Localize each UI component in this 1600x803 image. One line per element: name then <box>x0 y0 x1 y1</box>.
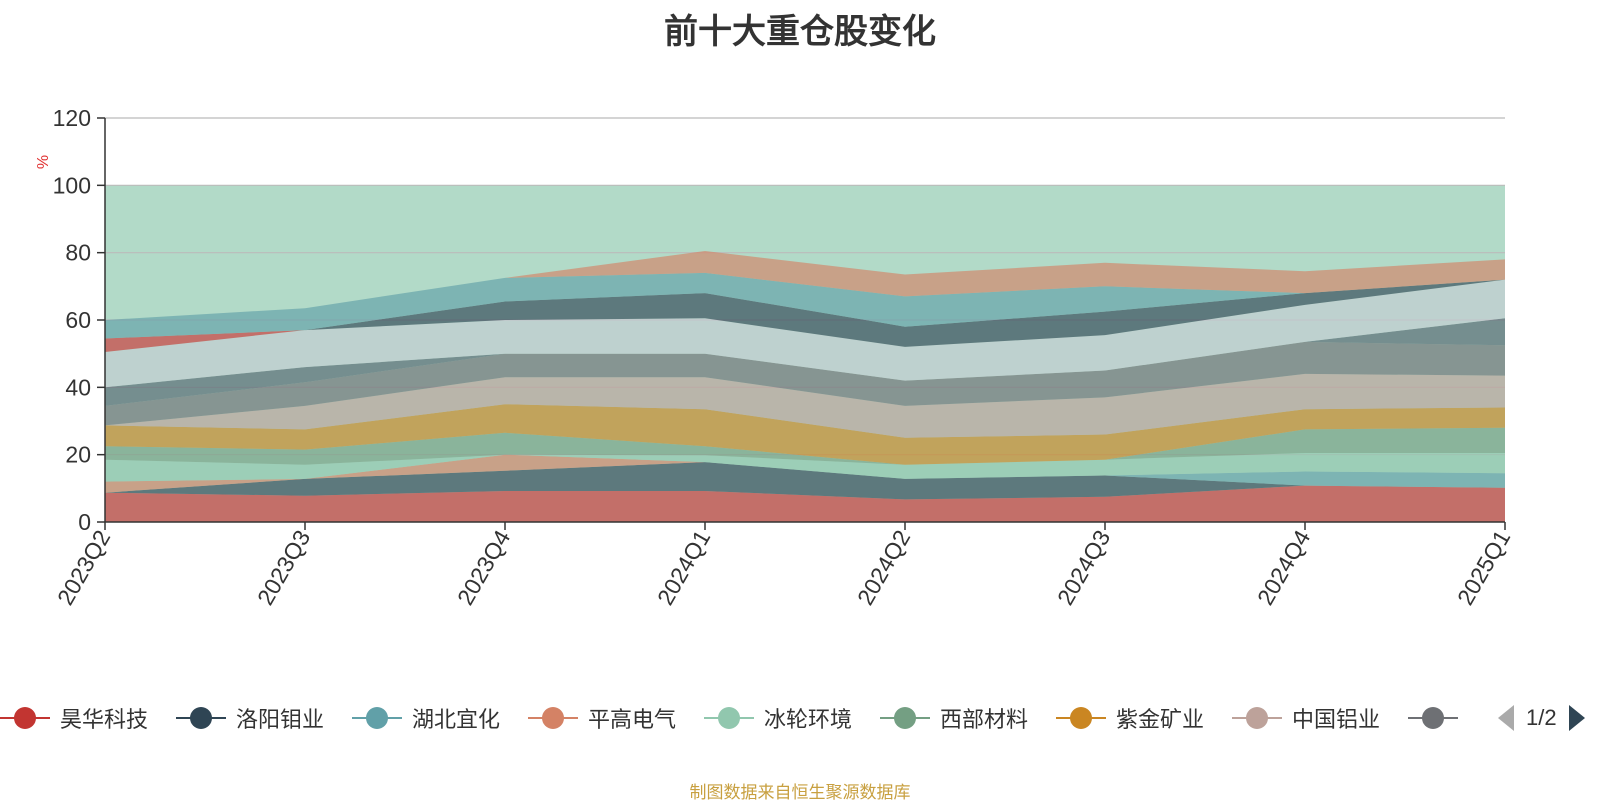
x-tick-label: 2023Q3 <box>252 526 315 610</box>
legend-item[interactable]: 冰轮环境 <box>704 700 852 736</box>
area-layer-13 <box>105 279 1505 347</box>
legend-marker-icon <box>528 707 578 729</box>
legend-marker-icon <box>1232 707 1282 729</box>
legend-marker-icon <box>0 707 50 729</box>
legend-label: 冰轮环境 <box>764 707 853 732</box>
y-tick-label: 100 <box>53 172 91 198</box>
y-tick-label: 120 <box>53 105 91 131</box>
area-layer-4 <box>105 454 1505 493</box>
legend-item[interactable]: 洛阳钼业 <box>176 700 324 736</box>
legend-marker-icon <box>880 707 930 729</box>
legend-label: 昊华科技 <box>60 707 149 732</box>
chart-title: 前十大重仓股变化 <box>664 13 936 51</box>
area-layer-7 <box>105 404 1505 465</box>
legend-item[interactable] <box>1408 700 1468 736</box>
legend-pager: 1/2 <box>1496 700 1587 736</box>
y-tick-label: 20 <box>65 442 91 468</box>
legend-page-label: 1/2 <box>1526 705 1557 730</box>
area-layers <box>105 251 1505 522</box>
y-tick-label: 60 <box>65 307 91 333</box>
area-layer-6 <box>105 427 1505 465</box>
area-layer-3 <box>105 462 1505 493</box>
stacked-area-chart: 0 20 40 60 80 100 120 2023Q2 2023Q3 2023Q4 2024Q1 2… <box>35 105 1515 610</box>
area-layer-5 <box>105 453 1505 482</box>
legend-label: 平高电气 <box>588 707 677 732</box>
area-layer-14 <box>105 272 1505 339</box>
legend-label: 紫金矿业 <box>1116 707 1205 732</box>
legend-item[interactable]: 西部材料 <box>880 700 1028 736</box>
legend-marker-icon <box>1408 707 1458 729</box>
legend-marker-icon <box>1056 707 1106 729</box>
area-layer-1 <box>105 485 1505 522</box>
x-tick-label: 2023Q4 <box>452 525 516 609</box>
legend-item[interactable]: 紫金矿业 <box>1056 700 1204 736</box>
y-tick-label: 80 <box>65 240 91 266</box>
x-tick-label: 2023Q2 <box>52 526 115 610</box>
legend-marker-icon <box>352 707 402 729</box>
legend-label: 洛阳钼业 <box>236 707 325 732</box>
legend-item[interactable]: 湖北宜化 <box>352 700 500 736</box>
area-layer-8 <box>105 373 1505 438</box>
legend-item[interactable]: 平高电气 <box>528 700 676 736</box>
area-layer-11 <box>105 279 1505 388</box>
x-tick-label: 2024Q1 <box>652 526 715 610</box>
area-layer-15 <box>105 251 1505 320</box>
x-tick-label: 2025Q1 <box>1452 526 1515 610</box>
x-tick-label: 2024Q3 <box>1052 526 1115 610</box>
area-layer-2 <box>105 462 1505 500</box>
y-tick-label: 0 <box>78 509 91 535</box>
y-tick-label: 40 <box>65 374 91 400</box>
legend-item[interactable]: 昊华科技 <box>0 700 148 736</box>
legend-marker-icon <box>176 707 226 729</box>
legend-label: 湖北宜化 <box>412 707 501 732</box>
legend-item[interactable]: 中国铝业 <box>1232 700 1380 736</box>
area-layer-10 <box>105 318 1505 406</box>
source-note: 制图数据来自恒生聚源数据库 <box>689 783 911 802</box>
legend-items: 昊华科技 洛阳钼业 湖北宜化 平高电气 冰轮环境 西部材料 紫金矿业 中国铝业 <box>0 700 1484 740</box>
legend-marker-icon <box>704 707 754 729</box>
y-axis-label: % <box>35 155 52 169</box>
legend-label: 中国铝业 <box>1292 707 1381 732</box>
next-page-icon[interactable] <box>1567 703 1587 733</box>
legend: 昊华科技 洛阳钼业 湖北宜化 平高电气 冰轮环境 西部材料 紫金矿业 中国铝业 1/2 <box>0 700 1600 740</box>
x-tick-label: 2024Q4 <box>1252 525 1316 609</box>
legend-label: 西部材料 <box>940 707 1029 732</box>
x-tick-label: 2024Q2 <box>852 526 915 610</box>
prev-page-icon[interactable] <box>1496 703 1516 733</box>
area-layer-9 <box>105 341 1505 426</box>
